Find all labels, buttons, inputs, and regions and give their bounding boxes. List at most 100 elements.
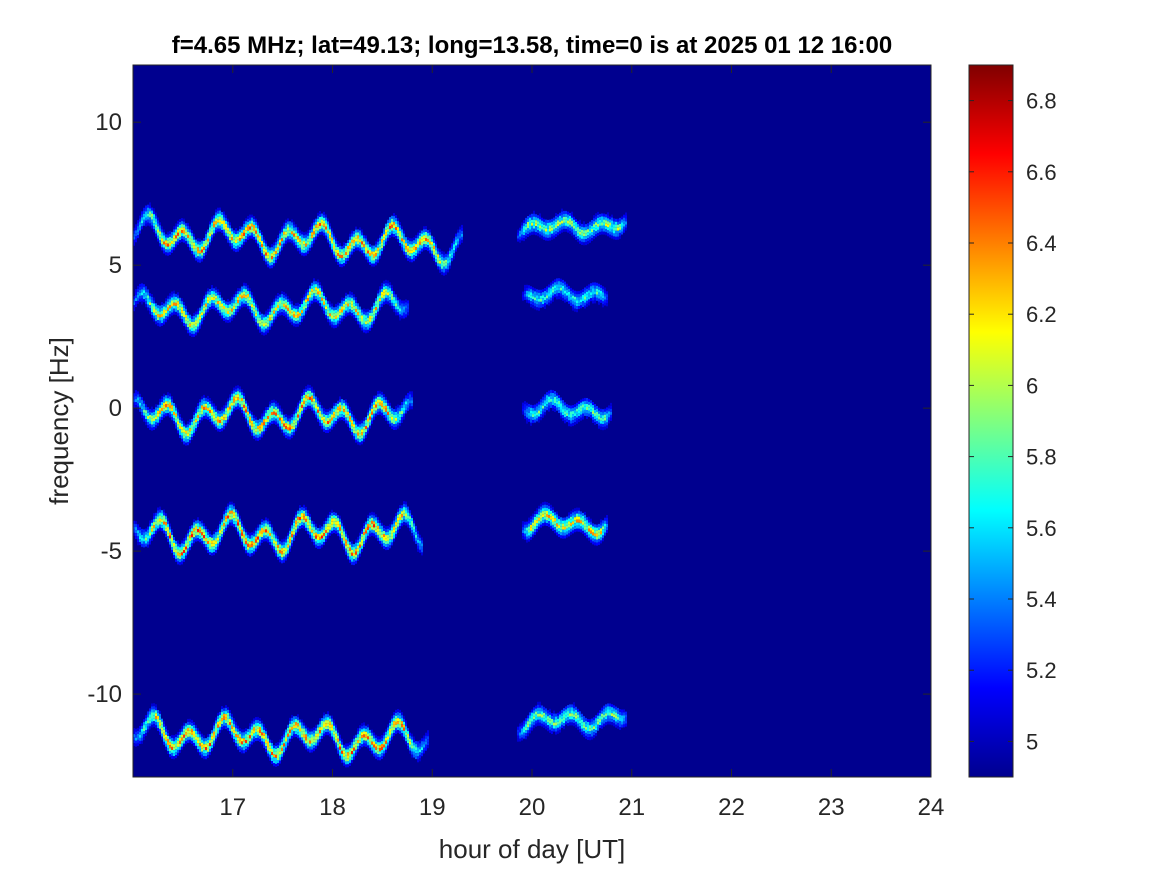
heatmap-cell — [213, 306, 215, 310]
heatmap-cell — [235, 521, 237, 525]
heatmap-cell — [173, 552, 175, 555]
heatmap-cell — [536, 403, 538, 407]
heatmap-cell — [183, 541, 185, 544]
heatmap-cell — [592, 282, 594, 286]
heatmap-cell — [271, 524, 273, 528]
heatmap-cell — [315, 230, 317, 234]
heatmap-cell — [201, 249, 203, 253]
heatmap-cell — [291, 432, 293, 436]
heatmap-cell — [339, 309, 341, 313]
heatmap-cell — [417, 232, 419, 236]
heatmap-cell — [243, 297, 245, 301]
heatmap-cell — [341, 411, 343, 415]
heatmap-cell — [455, 242, 457, 246]
heatmap-cell — [343, 418, 345, 422]
heatmap-cell — [345, 261, 347, 264]
heatmap-cell — [253, 305, 255, 309]
heatmap-cell — [211, 219, 213, 223]
heatmap-cell — [235, 231, 237, 235]
heatmap-cell — [159, 222, 161, 226]
heatmap-cell — [153, 211, 155, 215]
heatmap-cell — [185, 308, 187, 312]
heatmap-cell — [598, 292, 600, 296]
heatmap-cell — [371, 414, 373, 418]
heatmap-cell — [279, 547, 281, 551]
heatmap-cell — [365, 324, 367, 328]
heatmap-cell — [403, 407, 405, 411]
heatmap-cell — [439, 263, 441, 267]
heatmap-cell — [325, 427, 327, 430]
heatmap-cell — [593, 221, 595, 225]
heatmap-cell — [590, 406, 592, 410]
heatmap-cell — [325, 220, 327, 224]
heatmap-cell — [165, 307, 167, 311]
heatmap-cell — [403, 398, 405, 402]
heatmap-cell — [351, 233, 353, 237]
heatmap-cell — [167, 539, 169, 543]
heatmap-cell — [193, 312, 195, 316]
heatmap-cell — [377, 244, 379, 248]
heatmap-cell — [363, 438, 365, 442]
heatmap-cell — [574, 296, 576, 300]
heatmap-cell — [295, 303, 297, 307]
heatmap-cell — [137, 220, 139, 224]
heatmap-cell — [139, 533, 141, 537]
heatmap-cell — [522, 405, 524, 409]
heatmap-cell — [527, 231, 529, 234]
heatmap-cell — [409, 238, 411, 242]
heatmap-cell — [225, 414, 227, 418]
heatmap-cell — [275, 254, 277, 258]
heatmap-cell — [241, 538, 243, 542]
heatmap-cell — [223, 408, 225, 412]
heatmap-cell — [197, 415, 199, 418]
heatmap-cell — [281, 238, 283, 242]
heatmap-cell — [532, 296, 534, 300]
heatmap-cell — [261, 431, 263, 435]
heatmap-cell — [586, 303, 588, 307]
heatmap-cell — [195, 239, 197, 243]
heatmap-cell — [165, 513, 167, 517]
heatmap-cell — [335, 303, 337, 307]
heatmap-cell — [177, 229, 179, 233]
heatmap-cell — [381, 248, 383, 252]
heatmap-cell — [559, 224, 561, 228]
heatmap-cell — [307, 513, 309, 517]
heatmap-cell — [582, 289, 584, 292]
heatmap-cell — [588, 302, 590, 306]
heatmap-cell — [193, 233, 195, 237]
heatmap-cell — [223, 318, 225, 321]
heatmap-cell — [215, 535, 217, 539]
heatmap-cell — [217, 222, 219, 226]
heatmap-cell — [347, 312, 349, 316]
heatmap-cell — [542, 298, 544, 302]
heatmap-cell — [177, 226, 179, 230]
heatmap-cell — [219, 297, 221, 301]
heatmap-cell — [303, 403, 305, 407]
heatmap-cell — [239, 527, 241, 531]
heatmap-cell — [531, 216, 533, 220]
heatmap-cell — [606, 419, 608, 423]
heatmap-cell — [530, 286, 532, 290]
heatmap-cell — [423, 244, 425, 248]
heatmap-cell — [137, 288, 139, 292]
heatmap-cell — [193, 239, 195, 243]
heatmap-cell — [287, 424, 289, 428]
heatmap-cell — [227, 413, 229, 417]
heatmap-cell — [303, 388, 305, 392]
heatmap-cell — [231, 231, 233, 235]
heatmap-cell — [580, 411, 582, 415]
heatmap-cell — [625, 221, 627, 225]
heatmap-cell — [377, 305, 379, 309]
heatmap-cell — [259, 248, 261, 252]
heatmap-cell — [219, 527, 221, 531]
heatmap-cell — [235, 234, 237, 238]
heatmap-cell — [343, 260, 345, 264]
heatmap-cell — [233, 248, 235, 252]
heatmap-cell — [267, 252, 269, 256]
heatmap-cell — [461, 227, 463, 231]
heatmap-cell — [185, 232, 187, 236]
heatmap-cell — [588, 290, 590, 294]
heatmap-cell — [277, 296, 279, 299]
heatmap-cell — [281, 408, 283, 412]
heatmap-cell — [151, 525, 153, 529]
